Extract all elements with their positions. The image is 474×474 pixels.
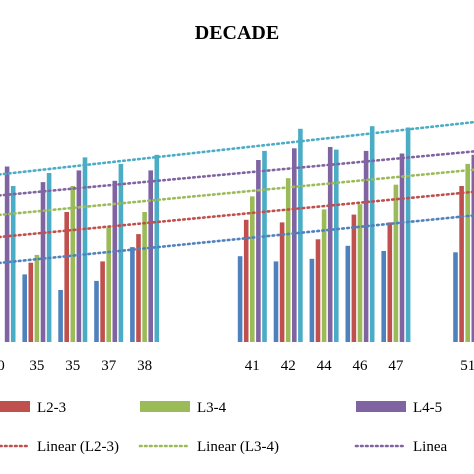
bar-l5-s1-2 <box>82 157 88 342</box>
bar-l3-4-10 <box>357 204 363 342</box>
bar-l3-4-7 <box>250 196 255 342</box>
bar-l2-3-13 <box>459 186 464 342</box>
legend-trend-label-linear-l3-4: Linear (L3-4) <box>197 439 279 455</box>
trendline-l3-4 <box>0 168 474 217</box>
bar-l4-5-1 <box>40 182 46 342</box>
bar-l1-2-1 <box>22 274 27 342</box>
bar-l4-5-3 <box>112 180 118 342</box>
bar-l2-3-2 <box>64 212 69 342</box>
legend-trend-label-linea: Linea <box>413 439 447 455</box>
trendline-l5-s1 <box>0 120 474 176</box>
bar-l3-4-9 <box>321 209 327 342</box>
x-tick-label-11: 47 <box>388 358 404 374</box>
bar-l4-5-7 <box>256 160 261 342</box>
bar-l2-3-7 <box>243 219 249 342</box>
legend-swatch-l4-5 <box>356 401 406 412</box>
bar-l5-s1-8 <box>298 128 303 342</box>
x-tick-label-1: 35 <box>29 358 44 374</box>
bar-l3-4-2 <box>70 186 76 342</box>
bar-l4-5-0 <box>4 166 10 342</box>
bar-l3-4-11 <box>393 184 399 342</box>
bar-l2-3-10 <box>351 214 357 342</box>
bar-l1-2-7 <box>237 256 243 342</box>
bar-l4-5-8 <box>292 148 297 342</box>
x-tick-label-2: 35 <box>65 358 80 374</box>
bar-l1-2-8 <box>273 261 279 342</box>
x-tick-label-4: 38 <box>137 358 152 374</box>
legend-trend-label-linear-l2-3: Linear (L2-3) <box>37 439 119 455</box>
bar-l1-2-3 <box>94 280 99 342</box>
bar-l2-3-1 <box>28 262 34 342</box>
bar-l4-5-9 <box>327 147 333 342</box>
x-tick-label-8: 42 <box>281 358 296 374</box>
bar-l2-3-9 <box>315 239 321 342</box>
bar-l3-4-1 <box>34 254 40 342</box>
bar-l3-4-3 <box>106 227 111 342</box>
legend-label-l3-4: L3-4 <box>197 400 227 416</box>
bar-l1-2-13 <box>453 252 458 342</box>
legend-label-l2-3: L2-3 <box>37 400 66 416</box>
bar-l2-3-8 <box>279 222 285 342</box>
bar-l3-4-13 <box>465 163 470 342</box>
bar-l4-5-4 <box>148 170 153 342</box>
bar-l3-4-8 <box>285 178 291 342</box>
trendline-l2-3 <box>0 190 474 239</box>
legend-swatch-l3-4 <box>140 401 190 412</box>
bar-l2-3-3 <box>100 261 105 342</box>
bar-l2-3-4 <box>136 234 141 342</box>
bar-l4-5-10 <box>363 150 369 342</box>
x-tick-label-10: 46 <box>353 358 369 374</box>
bar-l1-2-10 <box>345 245 351 342</box>
bar-l5-s1-7 <box>262 150 267 342</box>
bar-l1-2-4 <box>130 247 135 342</box>
bar-l1-2-11 <box>381 251 386 342</box>
bar-l5-s1-11 <box>405 127 411 342</box>
x-tick-label-9: 44 <box>317 358 333 374</box>
legend-swatch-l2-3 <box>0 401 30 412</box>
chart-title: DECADE <box>194 22 280 44</box>
bar-l5-s1-0 <box>10 186 16 342</box>
bar-l5-s1-3 <box>118 163 124 342</box>
bar-l5-s1-4 <box>154 154 160 342</box>
bar-l3-4-4 <box>142 212 147 342</box>
bar-l1-2-2 <box>58 290 63 342</box>
x-tick-label-0: 0 <box>0 358 5 374</box>
bar-l1-2-9 <box>309 258 315 342</box>
bar-l4-5-11 <box>399 153 405 342</box>
bar-l2-3-11 <box>387 222 393 342</box>
legend-label-l4-5: L4-5 <box>413 400 442 416</box>
bar-l5-s1-10 <box>369 126 375 342</box>
bar-l4-5-13 <box>471 154 474 342</box>
bar-l5-s1-9 <box>334 149 339 342</box>
x-tick-label-7: 41 <box>245 358 260 374</box>
x-tick-label-13: 51 <box>460 358 474 374</box>
trendline-l4-5 <box>0 150 474 197</box>
trendline-l1-2 <box>0 214 474 265</box>
x-tick-label-3: 37 <box>101 358 117 374</box>
